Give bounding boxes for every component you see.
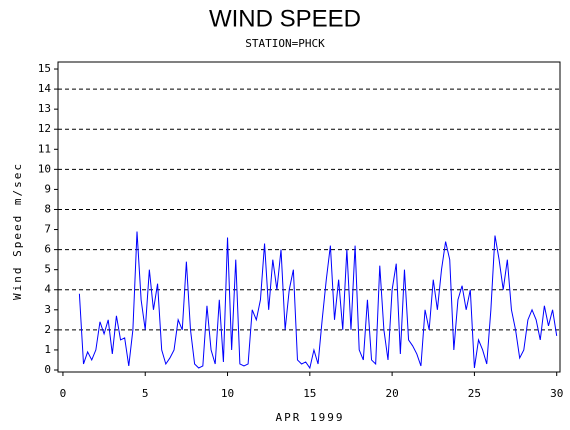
y-tick-label: 11 bbox=[38, 142, 51, 155]
y-tick-label: 9 bbox=[44, 182, 51, 195]
y-tick-label: 1 bbox=[44, 343, 51, 356]
plot-frame bbox=[57, 61, 561, 373]
y-tick-label: 2 bbox=[44, 323, 51, 336]
y-axis-label: Wind Speed m/sec bbox=[11, 162, 24, 300]
y-tick-label: 12 bbox=[38, 122, 51, 135]
x-tick-label: 10 bbox=[221, 387, 234, 400]
y-tick-label: 5 bbox=[44, 263, 51, 276]
y-tick-label: 10 bbox=[38, 162, 51, 175]
chart-title: WIND SPEED bbox=[209, 5, 361, 32]
y-tick-label: 14 bbox=[38, 82, 52, 95]
x-axis-label: APR 1999 bbox=[276, 411, 345, 424]
y-tick-label: 8 bbox=[44, 202, 51, 215]
x-tick-label: 20 bbox=[385, 387, 398, 400]
chart-subtitle: STATION=PHCK bbox=[245, 37, 325, 50]
y-tick-label: 13 bbox=[38, 102, 51, 115]
x-tick-label: 30 bbox=[550, 387, 563, 400]
data-line bbox=[78, 231, 558, 370]
x-tick-label: 15 bbox=[303, 387, 316, 400]
y-tick-label: 0 bbox=[44, 363, 51, 376]
x-tick-label: 5 bbox=[142, 387, 149, 400]
y-tick-label: 3 bbox=[44, 303, 51, 316]
y-tick-label: 6 bbox=[44, 243, 51, 256]
x-tick-label: 25 bbox=[468, 387, 481, 400]
y-tick-label: 15 bbox=[38, 62, 51, 75]
y-tick-label: 4 bbox=[44, 283, 51, 296]
x-tick-label: 0 bbox=[60, 387, 67, 400]
y-tick-label: 7 bbox=[44, 223, 51, 236]
